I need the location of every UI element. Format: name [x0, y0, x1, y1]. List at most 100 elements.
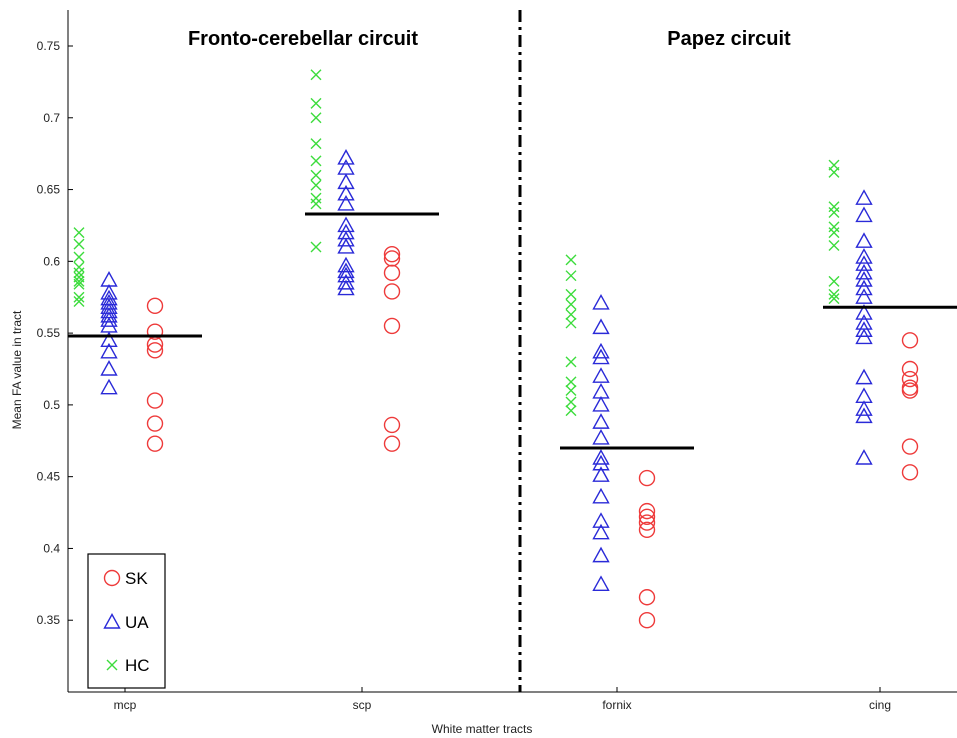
- data-point-hc: [828, 293, 840, 305]
- data-point-ua: [100, 342, 118, 359]
- data-point-ua: [337, 173, 355, 190]
- data-point-sk: [901, 438, 919, 455]
- data-point-ua: [337, 262, 355, 279]
- section-title-fronto-cerebellar: Fronto-cerebellar circuit: [188, 28, 418, 50]
- data-point-ua: [592, 449, 610, 465]
- y-tick-label: 0.75: [37, 39, 61, 53]
- data-point-hc: [828, 240, 840, 252]
- data-point-sk: [146, 323, 164, 340]
- data-point-ua: [337, 238, 355, 254]
- data-point-hc: [565, 376, 577, 388]
- data-point-ua: [100, 289, 118, 306]
- data-point-ua: [855, 232, 873, 248]
- legend-label-sk: SK: [125, 569, 148, 588]
- y-tick-label: 0.45: [37, 470, 61, 484]
- data-point-hc: [73, 251, 85, 263]
- data-point-sk: [383, 317, 401, 335]
- data-point-ua: [337, 230, 355, 247]
- data-point-hc: [310, 241, 322, 253]
- data-point-hc: [565, 405, 577, 417]
- data-point-ua: [855, 368, 873, 385]
- data-point-sk: [901, 332, 919, 349]
- data-point-hc: [310, 69, 322, 81]
- y-tick-label: 0.6: [43, 254, 60, 268]
- data-point-ua: [592, 428, 610, 445]
- group-means: [68, 212, 957, 450]
- data-point-ua: [855, 271, 873, 287]
- data-point-ua: [337, 194, 355, 211]
- data-point-hc: [73, 296, 85, 308]
- data-point-hc: [565, 385, 577, 397]
- data-point-ua: [100, 294, 118, 310]
- data-point-sk: [638, 502, 656, 520]
- data-point-ua: [103, 613, 121, 629]
- legend-label-hc: HC: [125, 656, 150, 675]
- data-point-ua: [100, 311, 118, 327]
- data-point-ua: [855, 449, 873, 465]
- data-marks: [73, 69, 919, 629]
- data-point-sk: [638, 469, 656, 487]
- y-tick-label: 0.35: [37, 613, 61, 627]
- legend-label-ua: UA: [125, 613, 149, 632]
- y-axis-label: Mean FA value in tract: [10, 310, 24, 429]
- data-point-hc: [565, 396, 577, 408]
- data-point-ua: [337, 256, 355, 273]
- data-point-ua: [100, 271, 118, 287]
- data-point-sk: [383, 264, 401, 282]
- data-point-ua: [592, 523, 610, 540]
- data-point-ua: [592, 294, 610, 310]
- data-point-sk: [638, 514, 656, 531]
- data-point-ua: [337, 273, 355, 290]
- data-point-ua: [855, 263, 873, 280]
- data-point-ua: [592, 466, 610, 482]
- data-point-hc: [565, 254, 577, 266]
- y-tick-label: 0.5: [43, 398, 60, 412]
- section-title-papez: Papez circuit: [667, 28, 791, 50]
- data-point-hc: [73, 275, 85, 287]
- y-tick-label: 0.65: [37, 183, 61, 197]
- data-point-ua: [592, 413, 610, 429]
- data-point-ua: [592, 367, 610, 383]
- data-point-hc: [565, 298, 577, 310]
- data-point-ua: [337, 279, 355, 296]
- data-point-ua: [337, 184, 355, 201]
- data-point-ua: [592, 454, 610, 471]
- data-point-sk: [383, 283, 401, 300]
- data-point-hc: [310, 155, 322, 167]
- data-point-hc: [310, 97, 322, 109]
- x-tick-label: cing: [869, 698, 891, 712]
- data-point-sk: [146, 435, 164, 452]
- data-point-hc: [310, 138, 322, 150]
- data-point-hc: [310, 112, 322, 124]
- data-point-ua: [855, 189, 873, 205]
- data-point-sk: [383, 245, 401, 263]
- data-point-sk: [146, 342, 164, 359]
- data-point-hc: [73, 238, 85, 250]
- data-point-ua: [592, 546, 610, 563]
- data-point-hc: [565, 317, 577, 329]
- data-point-sk: [901, 382, 919, 399]
- data-point-ua: [100, 378, 118, 395]
- x-tick-label: fornix: [602, 698, 631, 712]
- data-point-sk: [383, 416, 401, 434]
- data-point-ua: [855, 206, 873, 223]
- data-point-ua: [337, 149, 355, 165]
- data-point-ua: [100, 331, 118, 347]
- legend: SK UA HC: [87, 553, 166, 689]
- data-point-ua: [100, 306, 118, 323]
- legend-box: [87, 553, 166, 689]
- data-point-ua: [592, 512, 610, 528]
- data-point-ua: [855, 304, 873, 320]
- data-point-hc: [828, 166, 840, 178]
- data-point-ua: [855, 255, 873, 271]
- data-point-sk: [638, 612, 656, 629]
- data-point-hc: [565, 270, 577, 282]
- data-point-ua: [855, 288, 873, 304]
- data-point-hc: [310, 192, 322, 204]
- data-point-hc: [73, 291, 85, 303]
- data-point-sk: [638, 521, 656, 538]
- data-point-ua: [855, 328, 873, 345]
- y-tick-label: 0.4: [43, 541, 60, 555]
- y-tick-label: 0.7: [43, 111, 60, 125]
